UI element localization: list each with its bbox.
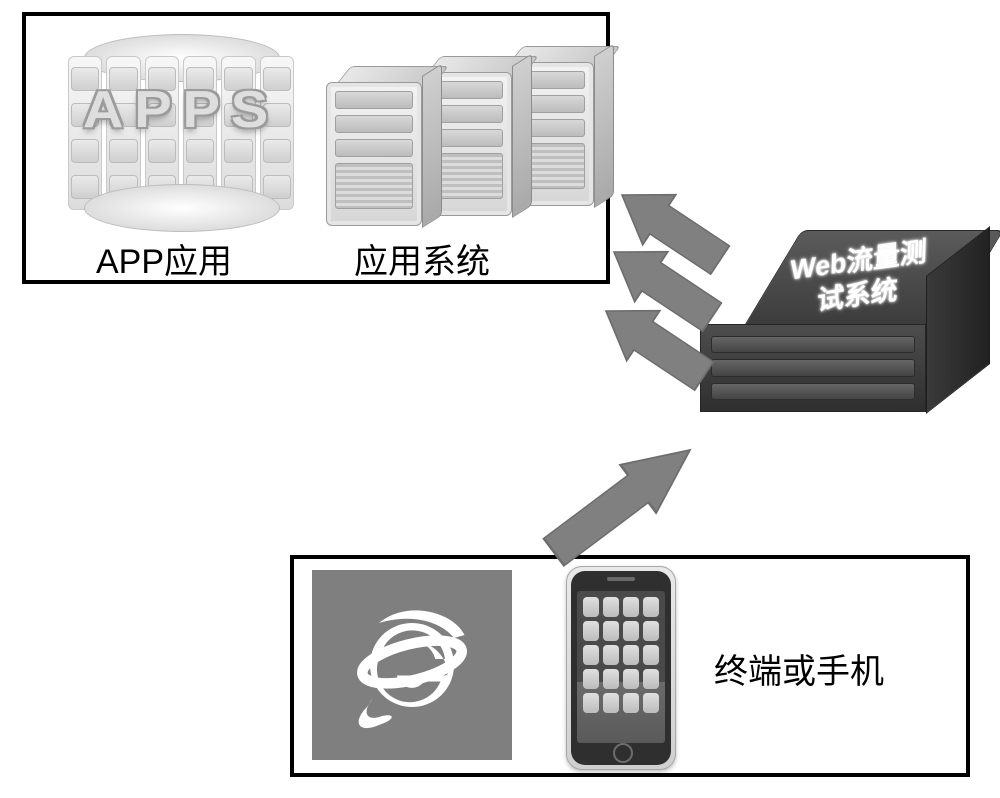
- arrow4-icon: [536, 426, 708, 576]
